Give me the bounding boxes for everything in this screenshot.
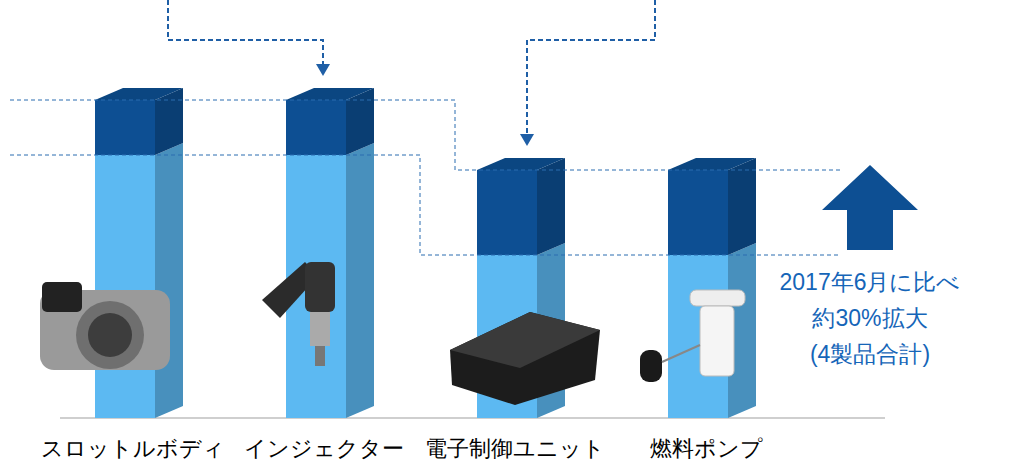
product-icons <box>40 262 745 405</box>
bar <box>668 170 728 255</box>
bar-side <box>537 158 565 255</box>
bar-top <box>286 88 374 100</box>
category-label: 燃料ポンプ <box>650 436 763 461</box>
bar-top <box>95 88 183 100</box>
bar-side <box>728 158 756 255</box>
icon-ecu <box>450 312 600 405</box>
icon-pump <box>700 306 734 376</box>
callout-line <box>527 0 655 136</box>
icon-throttle <box>42 282 82 312</box>
reference-line <box>10 100 840 170</box>
bar <box>477 170 537 255</box>
bar <box>95 155 155 418</box>
callout-line <box>168 0 323 66</box>
bar-top <box>668 158 756 170</box>
callout-arrowhead <box>520 134 534 146</box>
annotation: 約30%拡大 <box>812 305 927 331</box>
chart: スロットルボディインジェクター電子制御ユニット 燃料ポンプ 2017年6月に比べ約3… <box>0 0 1017 464</box>
icon-ecu <box>450 312 600 368</box>
bars <box>95 88 756 418</box>
icon-throttle <box>88 313 132 357</box>
category-label: 電子制御ユニット <box>425 436 605 461</box>
bar <box>95 100 155 155</box>
bar-side <box>155 143 183 418</box>
icon-pump <box>662 345 700 362</box>
icon-pump <box>690 290 745 306</box>
annotation: (4製品合計) <box>810 341 930 367</box>
icon-injector <box>305 262 335 312</box>
icon-pump <box>640 350 662 382</box>
reference-line <box>10 155 840 255</box>
category-label: インジェクター <box>244 436 404 461</box>
baseline <box>60 417 885 419</box>
up-arrow <box>822 165 918 250</box>
bar-top <box>477 158 565 170</box>
bar <box>286 100 346 155</box>
category-label: スロットルボディ <box>41 436 225 461</box>
icon-throttle <box>76 301 144 369</box>
bar-side <box>346 143 374 418</box>
icon-injector <box>315 346 325 366</box>
icon-injector <box>310 312 330 346</box>
annotation: 2017年6月に比べ <box>780 269 961 295</box>
callout-arrowhead <box>316 64 330 76</box>
